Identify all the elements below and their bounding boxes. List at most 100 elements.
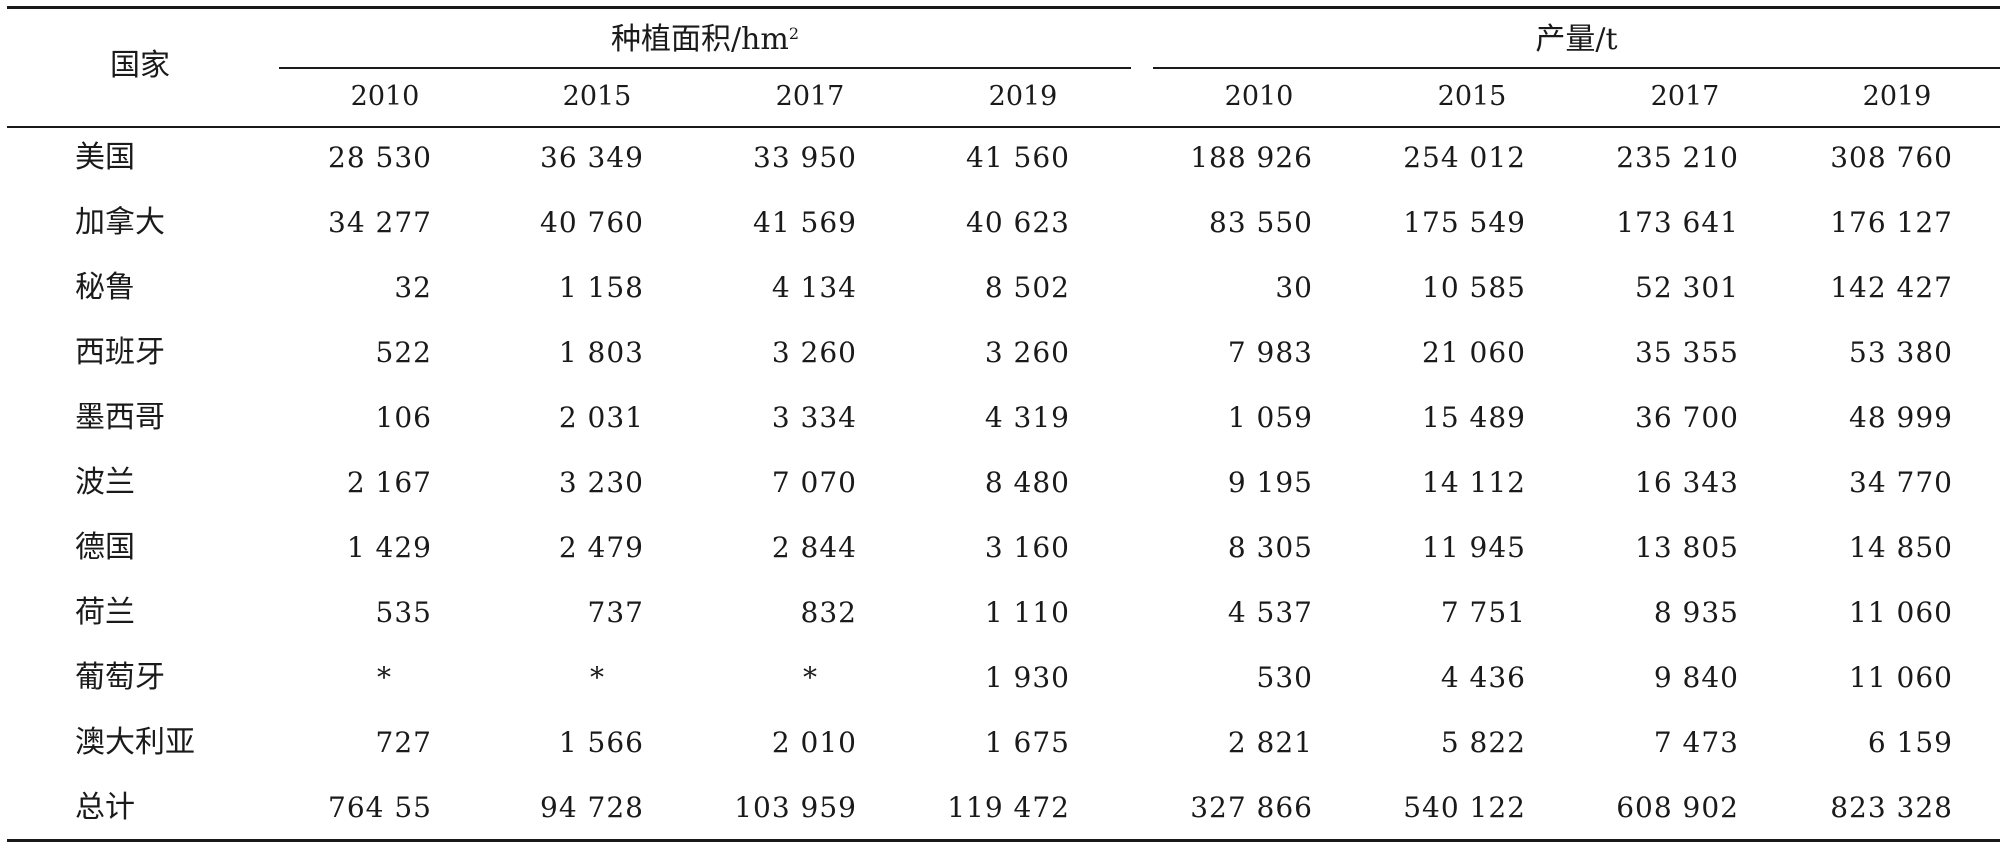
area-value-cell: 2 844 — [771, 531, 857, 564]
area-value-cell: 36 349 — [540, 141, 644, 174]
yield-value-cell: 35 355 — [1635, 336, 1739, 369]
area-value-cell: 2 479 — [558, 531, 644, 564]
area-value-cell: 3 230 — [558, 466, 644, 499]
yield-value-cell: 11 060 — [1849, 661, 1953, 694]
yield-value-cell: 608 902 — [1616, 791, 1739, 824]
yield-value-cell: 540 122 — [1403, 791, 1526, 824]
area-value-cell: 103 959 — [734, 791, 857, 824]
area-value-cell: 4 319 — [984, 401, 1070, 434]
area-value-cell: 41 560 — [966, 141, 1070, 174]
area-value-cell: 1 110 — [984, 596, 1070, 629]
area-not-available-cell: * — [377, 661, 391, 694]
yield-value-cell: 142 427 — [1830, 271, 1953, 304]
yield-header: 产量/t — [1535, 22, 1618, 57]
country-cell: 墨西哥 — [75, 400, 165, 435]
area-value-cell: 41 569 — [753, 206, 857, 239]
yield-value-cell: 21 060 — [1422, 336, 1526, 369]
area-value-cell: 535 — [375, 596, 432, 629]
area-value-cell: 1 158 — [558, 271, 644, 304]
yield-value-cell: 308 760 — [1830, 141, 1953, 174]
country-cell: 荷兰 — [75, 595, 135, 630]
country-cell: 美国 — [75, 140, 135, 175]
yield-value-cell: 53 380 — [1849, 336, 1953, 369]
table-bottom-rule — [7, 839, 2000, 842]
planting-area-header-text: 种植面积/hm — [610, 22, 789, 57]
yield-value-cell: 83 550 — [1209, 206, 1313, 239]
yield-value-cell: 16 343 — [1635, 466, 1739, 499]
header-bottom-rule — [7, 126, 2000, 128]
yield-value-cell: 11 945 — [1422, 531, 1526, 564]
yield-value-cell: 9 840 — [1653, 661, 1739, 694]
area-value-cell: 3 260 — [771, 336, 857, 369]
yield-value-cell: 7 473 — [1653, 726, 1739, 759]
area-value-cell: 3 260 — [984, 336, 1070, 369]
area-value-cell: 1 930 — [984, 661, 1070, 694]
area-value-cell: 94 728 — [540, 791, 644, 824]
area-value-cell: 7 070 — [771, 466, 857, 499]
area-year-header: 2010 — [350, 81, 420, 112]
country-cell: 波兰 — [75, 465, 135, 500]
yield-value-cell: 1 059 — [1227, 401, 1313, 434]
yield-value-cell: 13 805 — [1635, 531, 1739, 564]
yield-value-cell: 530 — [1256, 661, 1313, 694]
yield-value-cell: 188 926 — [1190, 141, 1313, 174]
area-value-cell: 832 — [800, 596, 857, 629]
yield-value-cell: 52 301 — [1635, 271, 1739, 304]
planting-area-header: 种植面积/hm2 — [279, 22, 1131, 58]
yield-value-cell: 173 641 — [1616, 206, 1739, 239]
area-value-cell: 1 429 — [346, 531, 432, 564]
yield-year-header: 2015 — [1437, 81, 1507, 112]
area-value-cell: 1 803 — [558, 336, 644, 369]
yield-value-cell: 254 012 — [1403, 141, 1526, 174]
country-header: 国家 — [110, 48, 170, 83]
area-value-cell: 3 334 — [771, 401, 857, 434]
yield-value-cell: 327 866 — [1190, 791, 1313, 824]
area-value-cell: 2 167 — [346, 466, 432, 499]
area-value-cell: 40 623 — [966, 206, 1070, 239]
yield-value-cell: 235 210 — [1616, 141, 1739, 174]
yield-value-cell: 6 159 — [1867, 726, 1953, 759]
area-value-cell: 2 031 — [558, 401, 644, 434]
country-cell: 秘鲁 — [75, 270, 135, 305]
yield-value-cell: 823 328 — [1830, 791, 1953, 824]
country-cell: 总计 — [75, 790, 135, 825]
yield-value-cell: 8 935 — [1653, 596, 1739, 629]
yield-value-cell: 15 489 — [1422, 401, 1526, 434]
area-value-cell: 34 277 — [328, 206, 432, 239]
area-value-cell: 727 — [375, 726, 432, 759]
area-value-cell: 40 760 — [540, 206, 644, 239]
yield-value-cell: 30 — [1275, 271, 1313, 304]
area-value-cell: 32 — [394, 271, 432, 304]
yield-value-cell: 9 195 — [1227, 466, 1313, 499]
country-cell: 葡萄牙 — [75, 660, 165, 695]
area-value-cell: 3 160 — [984, 531, 1070, 564]
yield-value-cell: 7 751 — [1440, 596, 1526, 629]
yield-value-cell: 2 821 — [1227, 726, 1313, 759]
yield-value-cell: 10 585 — [1422, 271, 1526, 304]
yield-year-header: 2019 — [1862, 81, 1932, 112]
area-year-header: 2019 — [988, 81, 1058, 112]
yield-value-cell: 175 549 — [1403, 206, 1526, 239]
area-not-available-cell: * — [803, 661, 817, 694]
country-cell: 德国 — [75, 530, 135, 565]
yield-value-cell: 8 305 — [1227, 531, 1313, 564]
country-cell: 澳大利亚 — [75, 725, 195, 760]
table-top-rule — [7, 6, 2000, 9]
area-not-available-cell: * — [590, 661, 604, 694]
yield-value-cell: 14 112 — [1422, 466, 1526, 499]
planting-area-group-rule — [279, 67, 1131, 69]
yield-value-cell: 14 850 — [1849, 531, 1953, 564]
yield-value-cell: 176 127 — [1830, 206, 1953, 239]
area-value-cell: 764 55 — [328, 791, 432, 824]
area-value-cell: 2 010 — [771, 726, 857, 759]
yield-value-cell: 4 537 — [1227, 596, 1313, 629]
yield-value-cell: 48 999 — [1849, 401, 1953, 434]
country-cell: 加拿大 — [75, 205, 165, 240]
country-cell: 西班牙 — [75, 335, 165, 370]
planting-area-header-superscript: 2 — [788, 24, 800, 43]
area-value-cell: 1 675 — [984, 726, 1070, 759]
area-value-cell: 522 — [375, 336, 432, 369]
area-value-cell: 8 480 — [984, 466, 1070, 499]
area-value-cell: 28 530 — [328, 141, 432, 174]
